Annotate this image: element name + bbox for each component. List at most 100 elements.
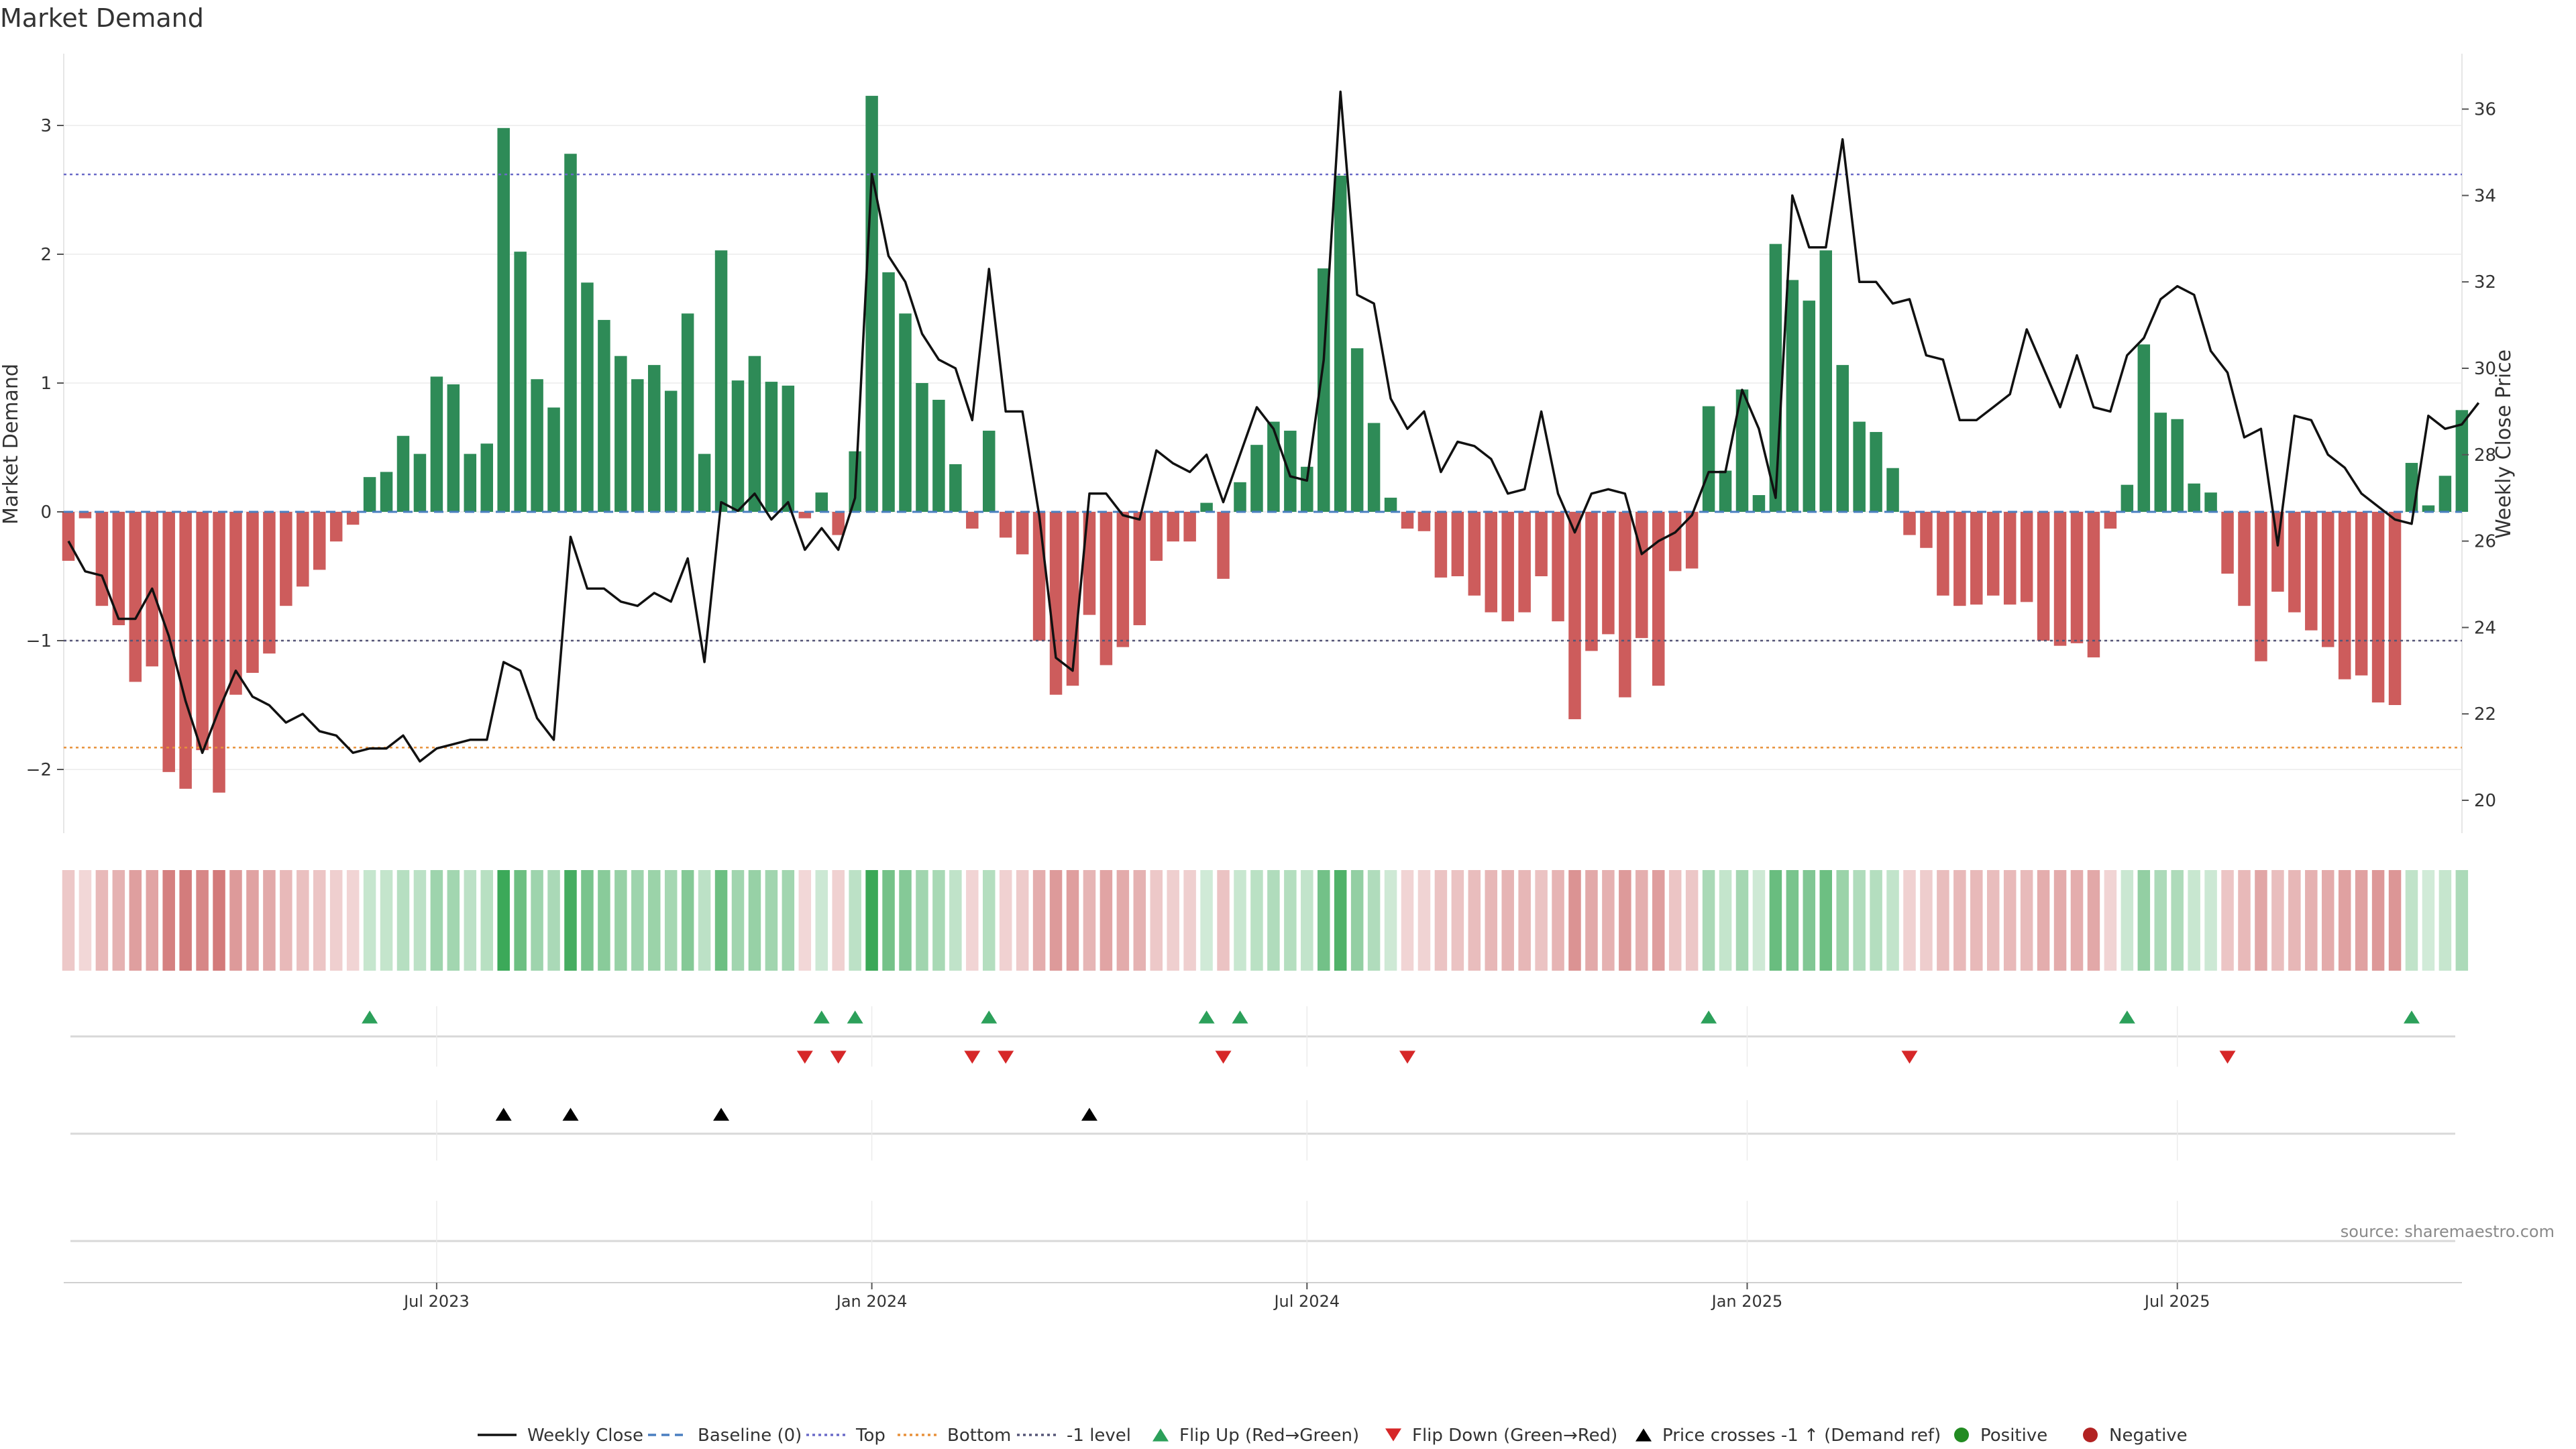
heat-strip-cell [2020, 870, 2033, 971]
demand-bar-negative [2087, 512, 2100, 657]
demand-bar-negative [1451, 512, 1464, 576]
demand-bar-positive [865, 95, 878, 513]
heat-strip-cell [1417, 870, 1431, 971]
demand-bar-negative [78, 512, 92, 519]
demand-bar-positive [782, 385, 795, 512]
demand-bar-negative [1485, 512, 1497, 612]
heat-strip-cell [1585, 870, 1598, 971]
price-cross-marker [562, 1108, 579, 1121]
legend-swatch [2083, 1428, 2098, 1442]
heat-strip-cell [1434, 870, 1448, 971]
y-tick-label: −2 [26, 760, 52, 780]
demand-bar-negative [1401, 512, 1414, 529]
demand-bar-negative [1518, 512, 1531, 612]
demand-bar-negative [1167, 512, 1179, 542]
heat-strip-cell [1150, 870, 1163, 971]
heat-strip-cell [614, 870, 627, 971]
demand-bar-positive [430, 376, 443, 512]
demand-bar-positive [1836, 365, 1849, 512]
heat-strip-cell [2087, 870, 2100, 971]
demand-bar-negative [2371, 512, 2385, 703]
demand-bar-negative [1585, 512, 1598, 651]
weekly-close-line [67, 91, 2480, 763]
y-tick-label: 1 [40, 374, 52, 394]
heat-strip-cell [547, 870, 560, 971]
y-tick-label: 2 [40, 245, 52, 265]
demand-bar-negative [1970, 512, 1983, 605]
heat-strip-cell [999, 870, 1012, 971]
demand-bar-positive [581, 282, 594, 512]
heat-strip-cell [447, 870, 460, 971]
demand-bar-positive [1334, 175, 1347, 512]
heat-strip-cell [2154, 870, 2167, 971]
heat-strip-cell [1635, 870, 1648, 971]
flip-down-marker [796, 1051, 813, 1064]
heat-strip-cell [564, 870, 577, 971]
demand-bar-negative [999, 512, 1012, 538]
heat-strip-cell [832, 870, 845, 971]
demand-bar-positive [1886, 468, 1899, 512]
legend-swatch [1385, 1428, 1401, 1442]
y2-tick-label: 20 [2474, 791, 2496, 811]
heat-strip-cell [882, 870, 895, 971]
heat-strip-cell [1384, 870, 1397, 971]
demand-bar-positive [1267, 421, 1280, 512]
heat-strip-cell [263, 870, 276, 971]
demand-bar-negative [2070, 512, 2084, 643]
heat-strip-cell [648, 870, 661, 971]
demand-bar-negative [2288, 512, 2301, 612]
y2-tick-label: 32 [2474, 272, 2496, 292]
demand-bar-negative [129, 512, 142, 682]
demand-bar-positive [447, 384, 460, 512]
heat-strip-cell [1183, 870, 1196, 971]
flip-down-marker [830, 1051, 847, 1064]
heat-strip-cell [380, 870, 393, 971]
demand-bar-positive [2455, 410, 2469, 512]
demand-bar-positive [731, 380, 745, 512]
heat-strip-cell [581, 870, 594, 971]
demand-bar-negative [1417, 512, 1431, 531]
demand-bar-positive [2204, 492, 2217, 512]
heat-strip-cell [1719, 870, 1732, 971]
heat-strip-cell [899, 870, 912, 971]
heat-strip-cell [396, 870, 410, 971]
heat-strip-cell [1133, 870, 1146, 971]
demand-bar-positive [1384, 497, 1397, 512]
heat-strip-cell [246, 870, 259, 971]
heat-strip-cell [1016, 870, 1029, 971]
demand-bar-positive [547, 407, 560, 512]
heat-strip-cell [1401, 870, 1414, 971]
demand-bar-negative [2338, 512, 2351, 680]
heat-strip-cell [1803, 870, 1816, 971]
heat-strip-cell [464, 870, 477, 971]
demand-bar-positive [648, 365, 661, 512]
demand-bar-negative [1049, 512, 1063, 695]
demand-bar-negative [263, 512, 276, 654]
heat-strip-cell [1819, 870, 1832, 971]
flip-up-marker [362, 1010, 378, 1024]
demand-bar-positive [815, 492, 828, 512]
demand-bar-positive [380, 472, 393, 512]
demand-bar-positive [916, 383, 928, 512]
demand-bar-negative [112, 512, 125, 625]
demand-bar-negative [1468, 512, 1481, 596]
heat-strip-cell [2405, 870, 2418, 971]
heat-strip-cell [1032, 870, 1046, 971]
heat-strip-cell [2104, 870, 2117, 971]
heat-strip-cell [2438, 870, 2452, 971]
demand-bar-negative [213, 512, 225, 793]
source-label: source: sharemaestro.com [2340, 1222, 2555, 1241]
y2-tick-label: 22 [2474, 704, 2496, 724]
heat-strip-cell [62, 870, 75, 971]
demand-bar-positive [480, 443, 493, 512]
heat-strip-cell [798, 870, 812, 971]
demand-bar-negative [2271, 512, 2284, 592]
heat-strip-cell [2070, 870, 2084, 971]
demand-bar-positive [614, 356, 627, 512]
heat-strip-cell [2255, 870, 2267, 971]
flip-down-marker [964, 1051, 981, 1064]
heat-strip-cell [2338, 870, 2351, 971]
heat-strip-cell [1250, 870, 1263, 971]
price-cross-marker [495, 1108, 512, 1121]
